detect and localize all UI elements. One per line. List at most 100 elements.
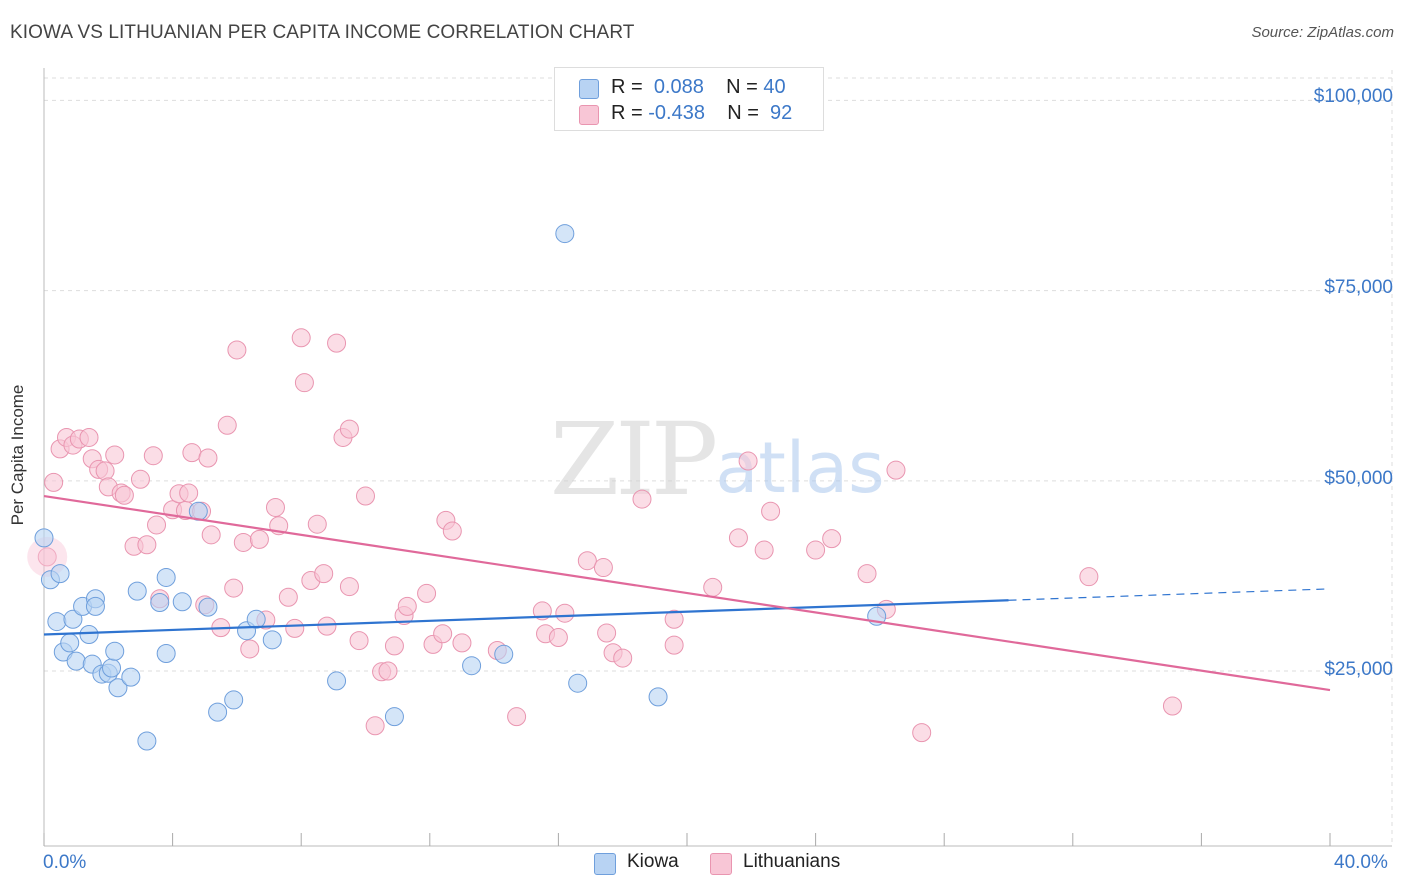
watermark-atlas: atlas [715, 427, 884, 509]
lithuanians-point [378, 661, 398, 681]
lithuanians-point [1162, 696, 1182, 716]
y-tick-75000: $75,000 [1324, 277, 1393, 298]
lithuanians-point [147, 515, 167, 535]
lithuanians-point [822, 529, 842, 549]
lithuanians-point [452, 633, 472, 653]
lithuanians-point [105, 445, 125, 465]
lithuanians-point [507, 707, 527, 727]
lithuanians-point [886, 460, 906, 480]
kiowa-point [79, 625, 99, 645]
lithuanians-points [27, 328, 1182, 743]
lithuanians-point [442, 521, 462, 541]
legend-r-value-lithuanians: -0.438 [648, 102, 705, 124]
lithuanians-point [240, 639, 260, 659]
lithuanians-point [754, 540, 774, 560]
lithuanians-point [613, 648, 633, 668]
lithuanians-point [806, 540, 826, 560]
lithuanians-point [201, 525, 221, 545]
lithuanians-point [114, 485, 134, 505]
kiowa-point [262, 630, 282, 650]
lithuanians-point [397, 596, 417, 616]
lithuanians-point [593, 558, 613, 578]
kiowa-point [327, 671, 347, 691]
lithuanians-point [703, 577, 723, 597]
lithuanians-point [349, 631, 369, 651]
kiowa-point [137, 731, 157, 751]
source-label: Source: ZipAtlas.com [1251, 24, 1394, 41]
lithuanians-point [664, 609, 684, 629]
lithuanians-point [365, 716, 385, 736]
lithuanians-point [198, 448, 218, 468]
lithuanians-point [265, 497, 285, 517]
lithuanians-point [130, 469, 150, 489]
kiowa-points [34, 224, 887, 751]
bottom-legend-label-kiowa: Kiowa [627, 851, 679, 872]
lithuanians-point [233, 532, 253, 552]
legend-r-label: R = [611, 102, 643, 124]
watermark-zip: ZIP [550, 401, 715, 518]
kiowa-point [150, 593, 170, 613]
lithuanians-point [356, 486, 375, 506]
kiowa-point [63, 609, 83, 629]
lithuanians-point [291, 328, 311, 348]
kiowa-point [384, 707, 404, 727]
chart-title: KIOWA VS LITHUANIAN PER CAPITA INCOME CO… [10, 22, 635, 43]
bottom-legend-swatch-lithuanians [710, 853, 732, 875]
y-tick-50000: $50,000 [1324, 468, 1393, 489]
lithuanians-point [339, 577, 359, 597]
legend-r-label: R = [611, 76, 643, 98]
bottom-legend-label-lithuanians: Lithuanians [743, 851, 841, 872]
legend-n-label: N = [727, 102, 759, 124]
kiowa-point [34, 528, 54, 548]
lithuanians-point [294, 373, 314, 393]
kiowa-point [462, 656, 482, 676]
lithuanians-point [137, 535, 157, 555]
y-tick-100000: $100,000 [1313, 86, 1393, 107]
x-tick-0: 0.0% [43, 852, 87, 873]
kiowa-point [208, 702, 228, 722]
kiowa-trend-line [43, 599, 1009, 636]
x-tick-40: 40.0% [1334, 852, 1388, 873]
bottom-legend-swatch-kiowa [594, 853, 616, 875]
kiowa-point [172, 592, 192, 612]
kiowa-point [555, 224, 575, 244]
watermark: ZIP atlas [550, 401, 885, 518]
kiowa-point [47, 612, 67, 632]
lithuanians-point [327, 333, 347, 353]
lithuanians-point [912, 723, 932, 743]
kiowa-point [105, 641, 125, 661]
lithuanians-point [95, 461, 115, 481]
lithuanians-point [143, 446, 163, 466]
lithuanians-trend-line [43, 494, 1331, 692]
legend-n-value-lithuanians: 92 [770, 102, 793, 124]
lithuanians-point [664, 635, 684, 655]
legend-n-label: N = [726, 76, 758, 98]
lithuanians-point [182, 443, 202, 463]
lithuanians-point [433, 624, 453, 644]
lithuanians-point [227, 340, 247, 360]
lithuanians-point [307, 514, 327, 534]
kiowa-point [60, 633, 80, 653]
kiowa-point [156, 644, 176, 664]
lithuanians-point [317, 616, 337, 636]
lithuanians-point [79, 427, 99, 447]
legend-swatch-kiowa [579, 79, 599, 99]
kiowa-point [648, 687, 668, 707]
lithuanians-point [597, 623, 617, 643]
lithuanians-point [44, 472, 64, 492]
kiowa-point [494, 644, 514, 664]
lithuanians-point [224, 578, 244, 598]
axes [43, 68, 1392, 847]
lithuanians-point [738, 451, 758, 471]
kiowa-point [102, 658, 122, 678]
kiowa-point [50, 564, 70, 584]
kiowa-point [246, 609, 266, 629]
kiowa-point [66, 651, 86, 671]
kiowa-point [156, 567, 176, 587]
kiowa-point [85, 596, 105, 616]
lithuanians-point [728, 528, 748, 548]
lithuanians-point [339, 419, 359, 439]
lithuanians-point [548, 628, 568, 648]
trend-lines [43, 494, 1331, 692]
